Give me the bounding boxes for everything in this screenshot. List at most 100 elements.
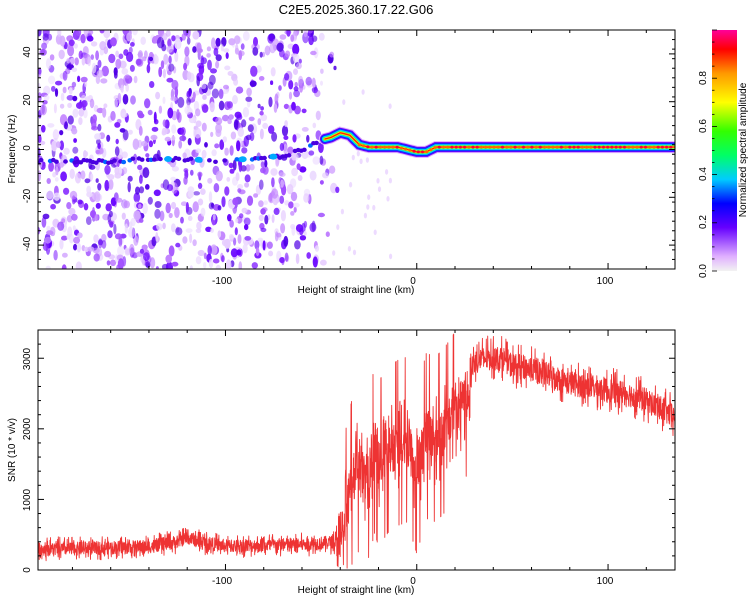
ridge-bead: [542, 145, 547, 149]
noise-blob: [222, 114, 229, 122]
noise-blob: [229, 168, 235, 174]
spectrogram-xtick-label: 100: [597, 276, 614, 287]
noise-blob: [81, 100, 87, 108]
noise-blob: [54, 177, 59, 182]
noise-blob: [189, 233, 193, 244]
noise-blob: [245, 96, 253, 102]
noise-blob: [251, 262, 258, 269]
noise-blob: [119, 60, 127, 69]
noise-blob: [194, 127, 202, 139]
noise-blob: [290, 191, 298, 202]
noise-blob: [186, 71, 192, 81]
ridge-bead: [362, 144, 366, 148]
noise-blob: [335, 186, 340, 193]
noise-blob: [95, 50, 99, 61]
snr-ytick-label: 1000: [22, 488, 33, 511]
noise-blob: [266, 241, 273, 249]
noise-blob: [133, 235, 139, 246]
noise-blob: [41, 216, 47, 228]
noise-blob: [155, 91, 161, 100]
noise-blob: [196, 42, 202, 53]
noise-blob: [237, 127, 244, 137]
noise-blob: [209, 101, 215, 113]
noise-blob: [121, 212, 126, 220]
noise-blob: [57, 221, 65, 231]
noise-blob: [129, 64, 135, 72]
noise-blob: [221, 196, 226, 208]
noise-blob: [61, 218, 66, 224]
noise-blob: [174, 207, 180, 219]
noise-blob: [107, 230, 113, 239]
noise-blob: [283, 103, 289, 110]
noise-blob: [234, 227, 238, 236]
noise-blob: [93, 234, 99, 243]
colorbar-tick-label: 0.8: [698, 71, 709, 85]
ridge-bead: [450, 145, 454, 149]
noise-blob: [244, 174, 251, 183]
noise-blob: [230, 248, 238, 258]
ridge-bead: [643, 145, 648, 149]
noise-blob: [280, 210, 286, 222]
noise-blob: [165, 202, 171, 214]
noise-blob: [115, 197, 123, 203]
noise-blob: [342, 99, 346, 105]
colorbar-tick-label: 0.6: [698, 119, 709, 133]
noise-blob: [138, 125, 143, 136]
noise-blob: [184, 105, 192, 115]
colorbar-label: Normalized spectral amplitude: [738, 82, 749, 217]
noise-blob: [73, 236, 81, 244]
noise-blob: [50, 203, 56, 210]
ridge-bead: [492, 145, 496, 149]
noise-blob: [44, 236, 52, 244]
noise-blob: [286, 184, 294, 195]
noise-blob: [83, 30, 89, 38]
noise-blob: [328, 165, 336, 174]
noise-blob: [283, 143, 288, 155]
ridge-bead: [387, 145, 391, 149]
noise-blob: [52, 129, 60, 141]
noise-blob: [249, 163, 255, 171]
noise-blob: [299, 82, 304, 93]
ridge-bead: [551, 145, 555, 149]
noise-blob: [303, 231, 307, 236]
noise-blob: [192, 239, 197, 247]
noise-blob: [128, 46, 133, 54]
noise-blob: [291, 151, 297, 161]
noise-blob: [385, 169, 389, 175]
ridge-bead: [669, 145, 673, 149]
noise-blob: [143, 252, 150, 262]
noise-blob: [89, 164, 96, 170]
noise-blob: [140, 36, 146, 45]
ridge-bead: [378, 145, 382, 149]
noise-blob: [258, 200, 264, 208]
ridge-bead: [635, 145, 639, 149]
noise-blob: [365, 157, 369, 163]
snr-series-line: [38, 333, 675, 569]
ridge-segment: [176, 156, 182, 161]
noise-blob: [43, 94, 50, 101]
snr-ytick-label: 0: [22, 567, 33, 573]
noise-blob: [200, 83, 207, 90]
noise-blob: [38, 67, 42, 75]
noise-blob: [296, 163, 301, 171]
noise-blob: [60, 92, 65, 102]
noise-blob: [46, 190, 54, 200]
noise-blob: [234, 47, 240, 55]
noise-blob: [270, 67, 276, 77]
noise-blob: [294, 81, 298, 88]
spectrogram-ytick-label: 0: [22, 145, 33, 151]
noise-blob: [129, 243, 135, 256]
noise-blob: [253, 36, 258, 47]
noise-blob: [333, 65, 337, 71]
noise-blob: [118, 53, 124, 60]
noise-blob: [293, 86, 299, 92]
snr-frame: [37, 329, 676, 571]
noise-blob: [276, 232, 282, 238]
noise-blob: [252, 46, 259, 56]
noise-blob: [228, 162, 234, 169]
noise-blob: [303, 220, 308, 228]
noise-blob: [269, 42, 276, 54]
noise-blob: [233, 78, 239, 86]
noise-blob: [208, 191, 213, 203]
noise-blob: [228, 38, 236, 46]
